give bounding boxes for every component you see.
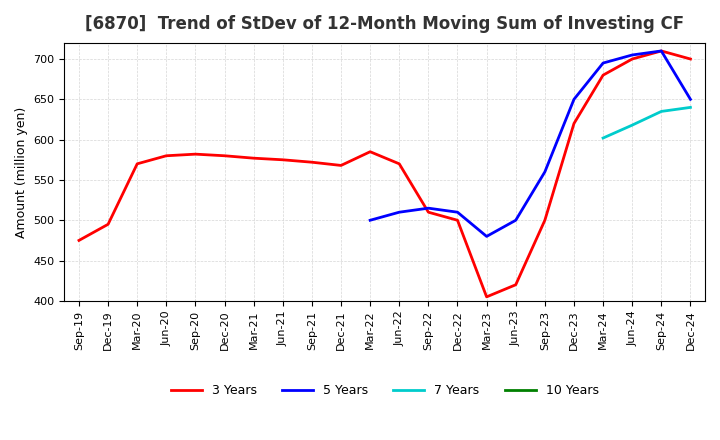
Legend: 3 Years, 5 Years, 7 Years, 10 Years: 3 Years, 5 Years, 7 Years, 10 Years [166, 379, 604, 402]
3 Years [75, 238, 84, 243]
3 Years [279, 157, 287, 162]
3 Years [307, 160, 316, 165]
3 Years [424, 209, 433, 215]
3 Years [511, 282, 520, 287]
3 Years [191, 151, 199, 157]
5 Years [541, 169, 549, 175]
3 Years [395, 161, 404, 166]
3 Years [104, 222, 112, 227]
3 Years [686, 56, 695, 62]
5 Years [424, 205, 433, 211]
5 Years [657, 48, 666, 54]
Title: [6870]  Trend of StDev of 12-Month Moving Sum of Investing CF: [6870] Trend of StDev of 12-Month Moving… [85, 15, 684, 33]
7 Years [599, 136, 608, 141]
Y-axis label: Amount (million yen): Amount (million yen) [15, 106, 28, 238]
Line: 7 Years: 7 Years [603, 107, 690, 138]
3 Years [628, 56, 636, 62]
5 Years [511, 218, 520, 223]
Line: 3 Years: 3 Years [79, 51, 690, 297]
3 Years [249, 156, 258, 161]
5 Years [482, 234, 491, 239]
3 Years [337, 163, 346, 168]
3 Years [133, 161, 142, 166]
3 Years [599, 73, 608, 78]
3 Years [162, 153, 171, 158]
7 Years [686, 105, 695, 110]
3 Years [541, 218, 549, 223]
Line: 5 Years: 5 Years [370, 51, 690, 236]
3 Years [570, 121, 578, 126]
3 Years [657, 48, 666, 54]
3 Years [482, 294, 491, 300]
7 Years [628, 122, 636, 128]
5 Years [453, 209, 462, 215]
3 Years [366, 149, 374, 154]
5 Years [599, 60, 608, 66]
7 Years [657, 109, 666, 114]
5 Years [686, 97, 695, 102]
5 Years [570, 97, 578, 102]
5 Years [366, 218, 374, 223]
5 Years [628, 52, 636, 58]
5 Years [395, 209, 404, 215]
3 Years [453, 218, 462, 223]
3 Years [220, 153, 229, 158]
